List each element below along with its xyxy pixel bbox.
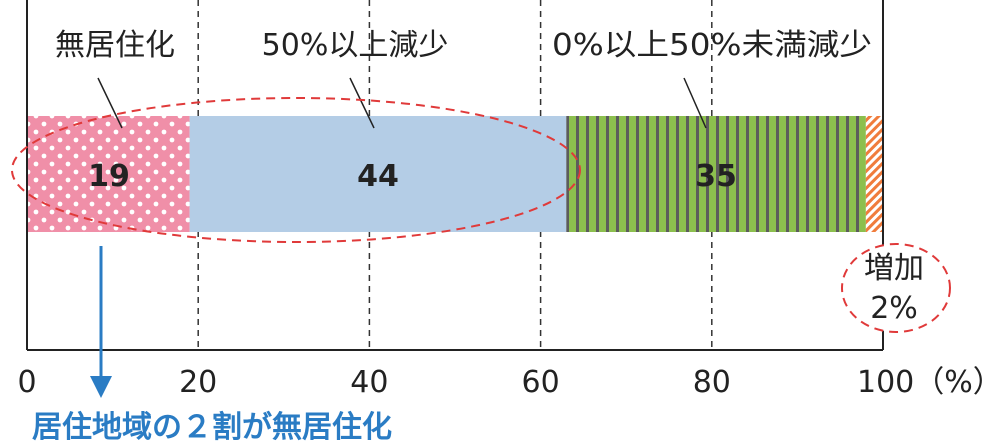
x-tick-label-20: 20 bbox=[179, 365, 217, 400]
leader-line-decrease-0-50 bbox=[683, 77, 707, 129]
bar-segment-decrease-50-plus bbox=[189, 116, 567, 232]
legend-label-decrease-50-plus: 50%以上減少 bbox=[262, 28, 449, 63]
legend-label-no-residence: 無居住化 bbox=[55, 28, 175, 63]
increase-label-line1: 増加 bbox=[864, 251, 924, 286]
x-tick-label-40: 40 bbox=[350, 365, 388, 400]
legend-label-decrease-0-50: 0%以上50%未満減少 bbox=[552, 28, 872, 63]
x-tick-label-80: 80 bbox=[693, 365, 731, 400]
x-tick-label-100: 100（%） bbox=[857, 365, 984, 400]
x-tick-labels: 0 20 40 60 80 100（%） bbox=[17, 365, 984, 400]
x-tick-label-0: 0 bbox=[17, 365, 36, 400]
arrow-down-icon bbox=[90, 376, 112, 398]
value-label-decrease-0-50: 35 bbox=[695, 159, 737, 194]
leader-line-no-residence bbox=[97, 77, 123, 129]
bar-segment-no-residence bbox=[27, 116, 190, 232]
value-label-decrease-50-plus: 44 bbox=[357, 159, 399, 194]
bar-segment-decrease-0-50 bbox=[566, 116, 866, 232]
value-label-no-residence: 19 bbox=[88, 159, 130, 194]
bar-segments bbox=[27, 116, 883, 232]
highlight-ellipse-increase bbox=[841, 243, 951, 333]
x-tick-label-60: 60 bbox=[522, 365, 560, 400]
bar-segment-increase bbox=[865, 116, 883, 232]
highlight-ellipse-decrease bbox=[11, 97, 581, 243]
leader-line-decrease-50-plus bbox=[349, 77, 375, 129]
increase-label-line2: 2% bbox=[870, 291, 918, 326]
gridlines bbox=[197, 0, 713, 350]
chart-caption: 居住地域の２割が無居住化 bbox=[32, 410, 392, 445]
